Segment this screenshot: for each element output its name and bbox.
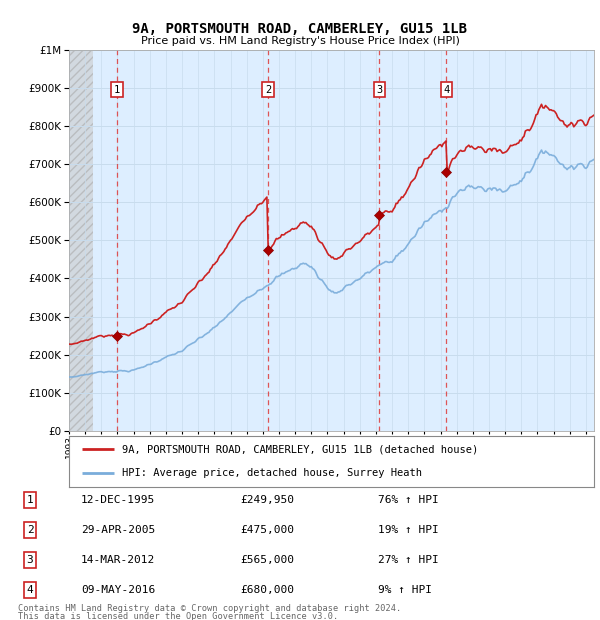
Text: 3: 3 xyxy=(26,555,34,565)
Text: 9A, PORTSMOUTH ROAD, CAMBERLEY, GU15 1LB: 9A, PORTSMOUTH ROAD, CAMBERLEY, GU15 1LB xyxy=(133,22,467,36)
Text: 2: 2 xyxy=(265,85,271,95)
Text: Price paid vs. HM Land Registry's House Price Index (HPI): Price paid vs. HM Land Registry's House … xyxy=(140,36,460,46)
Text: 4: 4 xyxy=(26,585,34,595)
Text: 9% ↑ HPI: 9% ↑ HPI xyxy=(378,585,432,595)
Text: 3: 3 xyxy=(376,85,382,95)
Text: 1: 1 xyxy=(26,495,34,505)
Text: 2: 2 xyxy=(26,525,34,535)
Text: £565,000: £565,000 xyxy=(240,555,294,565)
Text: Contains HM Land Registry data © Crown copyright and database right 2024.: Contains HM Land Registry data © Crown c… xyxy=(18,604,401,613)
Text: 4: 4 xyxy=(443,85,449,95)
Text: HPI: Average price, detached house, Surrey Heath: HPI: Average price, detached house, Surr… xyxy=(121,469,421,479)
Text: 27% ↑ HPI: 27% ↑ HPI xyxy=(378,555,439,565)
Text: 19% ↑ HPI: 19% ↑ HPI xyxy=(378,525,439,535)
Text: £475,000: £475,000 xyxy=(240,525,294,535)
Text: 09-MAY-2016: 09-MAY-2016 xyxy=(81,585,155,595)
Text: £249,950: £249,950 xyxy=(240,495,294,505)
Text: 1: 1 xyxy=(113,85,120,95)
Text: 12-DEC-1995: 12-DEC-1995 xyxy=(81,495,155,505)
Text: £680,000: £680,000 xyxy=(240,585,294,595)
Text: 14-MAR-2012: 14-MAR-2012 xyxy=(81,555,155,565)
Text: 76% ↑ HPI: 76% ↑ HPI xyxy=(378,495,439,505)
Text: 29-APR-2005: 29-APR-2005 xyxy=(81,525,155,535)
Text: This data is licensed under the Open Government Licence v3.0.: This data is licensed under the Open Gov… xyxy=(18,612,338,620)
Text: 9A, PORTSMOUTH ROAD, CAMBERLEY, GU15 1LB (detached house): 9A, PORTSMOUTH ROAD, CAMBERLEY, GU15 1LB… xyxy=(121,444,478,454)
